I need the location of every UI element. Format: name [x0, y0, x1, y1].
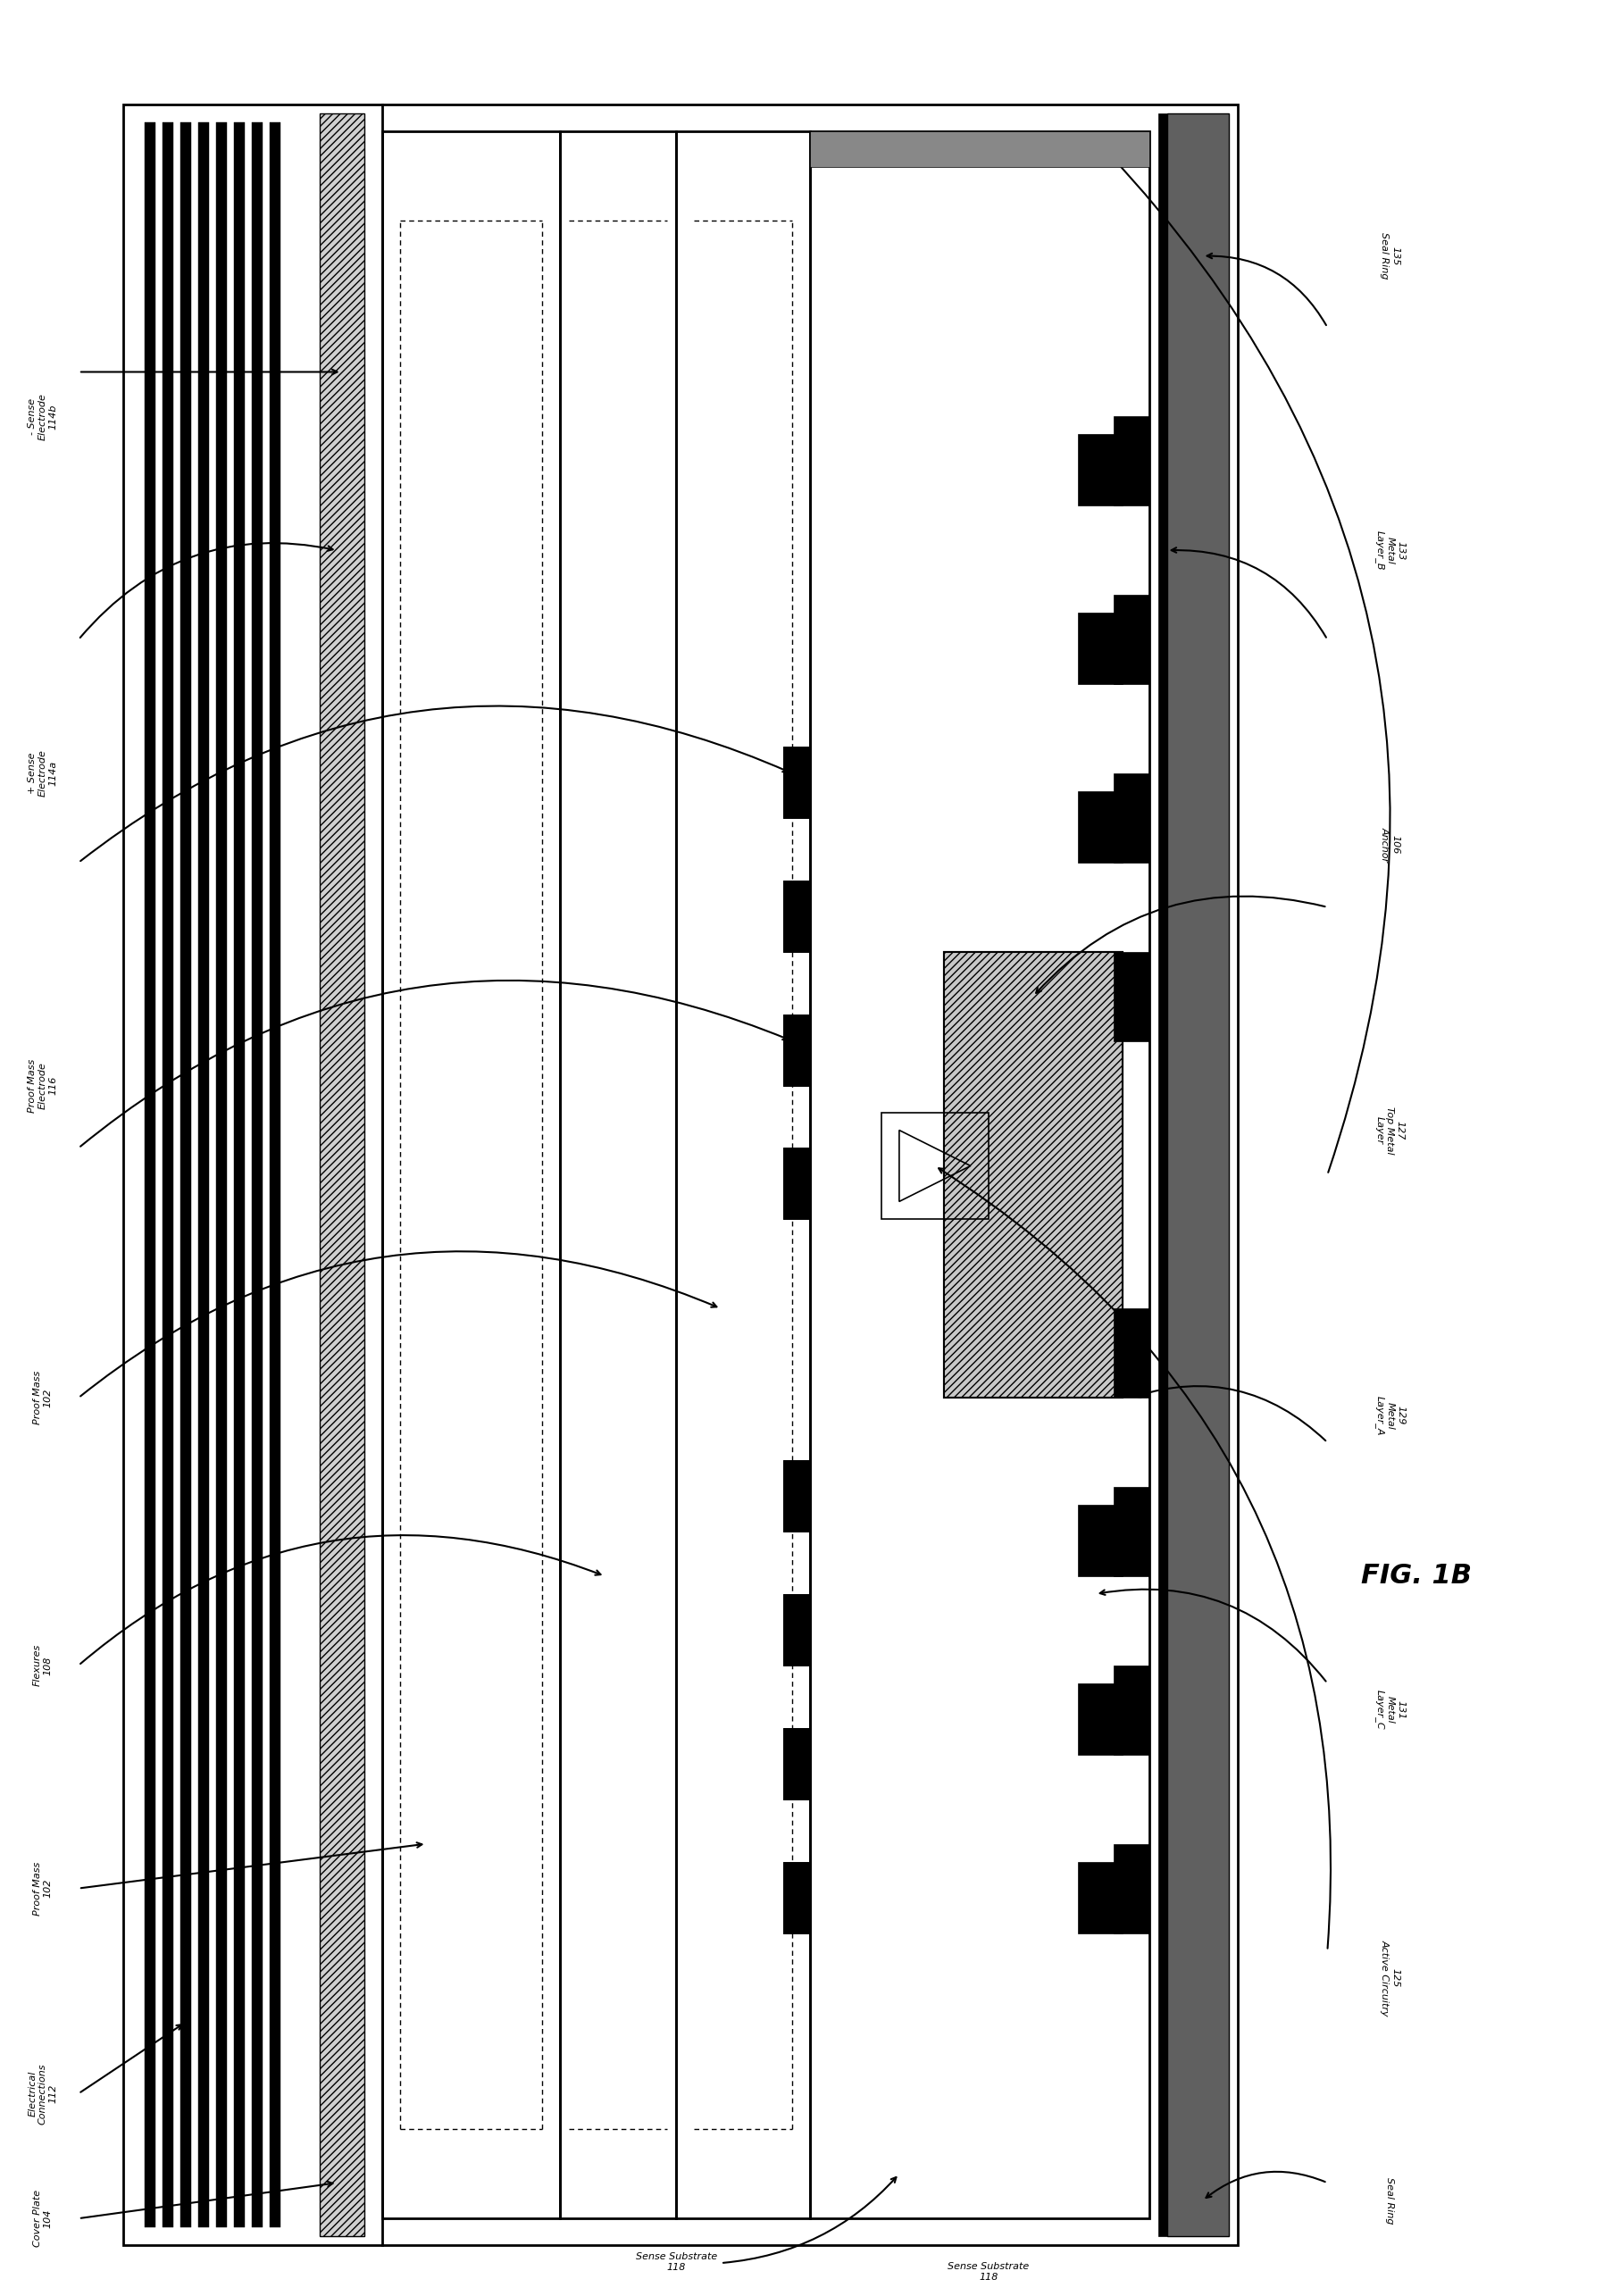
Bar — [782, 1015, 810, 1086]
Bar — [215, 122, 227, 2227]
Bar — [782, 1460, 810, 1531]
Bar — [180, 122, 191, 2227]
Bar — [123, 103, 1238, 2245]
Bar — [1113, 774, 1149, 863]
Bar — [144, 122, 156, 2227]
Bar — [782, 746, 810, 817]
Bar — [782, 1593, 810, 1665]
Bar — [810, 131, 1149, 168]
Bar — [251, 122, 262, 2227]
Bar — [1077, 792, 1123, 863]
Bar — [1113, 595, 1149, 684]
Bar — [782, 1148, 810, 1219]
Bar — [782, 746, 810, 817]
Bar — [782, 1593, 810, 1665]
Text: 106
Anchor: 106 Anchor — [1380, 827, 1400, 863]
Bar — [1113, 1309, 1149, 1398]
Bar — [1113, 416, 1149, 505]
Bar — [782, 1862, 810, 1933]
Bar — [269, 122, 280, 2227]
Bar — [944, 953, 1123, 1398]
Bar — [944, 953, 1123, 1398]
Text: 135
Seal Ring: 135 Seal Ring — [1380, 232, 1400, 280]
Text: + Sense
Electrode
114a: + Sense Electrode 114a — [28, 751, 58, 797]
Text: Proof Mass
102: Proof Mass 102 — [32, 1862, 52, 1915]
Text: 127
Top Metal
Layer: 127 Top Metal Layer — [1375, 1107, 1405, 1155]
Text: Cover Plate
104: Cover Plate 104 — [32, 2190, 52, 2248]
Text: - Sense
Electrode
114b: - Sense Electrode 114b — [28, 393, 58, 441]
Bar — [319, 113, 364, 2236]
Bar — [1077, 613, 1123, 684]
Bar — [1113, 1844, 1149, 1933]
Bar — [1077, 1683, 1123, 1754]
Text: Flexures
108: Flexures 108 — [32, 1644, 52, 1688]
Bar — [810, 131, 1149, 2218]
Bar — [881, 1111, 988, 1219]
Bar — [162, 122, 173, 2227]
Bar — [1166, 113, 1230, 2236]
Bar — [782, 1862, 810, 1933]
Text: Seal Ring: Seal Ring — [1385, 2177, 1395, 2225]
Text: 131
Metal
Layer_C: 131 Metal Layer_C — [1375, 1690, 1405, 1729]
Text: 129
Metal
Layer_A: 129 Metal Layer_A — [1375, 1396, 1405, 1435]
Text: Sense Substrate
118: Sense Substrate 118 — [635, 2252, 718, 2273]
Text: FIG. 1B: FIG. 1B — [1361, 1564, 1473, 1589]
Bar — [561, 131, 676, 2218]
Bar — [233, 122, 245, 2227]
Bar — [782, 1729, 810, 1800]
Text: Sense Substrate
118: Sense Substrate 118 — [948, 2262, 1029, 2282]
Bar — [1077, 1862, 1123, 1933]
Bar — [782, 1460, 810, 1531]
Bar — [382, 131, 561, 2218]
Bar — [1113, 1488, 1149, 1575]
Bar — [782, 1015, 810, 1086]
Text: Proof Mass
102: Proof Mass 102 — [32, 1371, 52, 1426]
Text: 125
Active Circuitry: 125 Active Circuitry — [1380, 1940, 1400, 2016]
Text: Proof Mass
Electrode
116: Proof Mass Electrode 116 — [28, 1058, 58, 1114]
Bar — [1113, 953, 1149, 1040]
Bar — [676, 131, 810, 2218]
Bar — [782, 1729, 810, 1800]
Bar — [782, 879, 810, 953]
Bar — [1113, 1665, 1149, 1754]
Bar — [1077, 1504, 1123, 1575]
Bar — [782, 879, 810, 953]
Bar — [782, 1148, 810, 1219]
Bar — [1158, 113, 1194, 2236]
Text: Electrical
Connections
112: Electrical Connections 112 — [28, 2064, 58, 2124]
Bar — [198, 122, 209, 2227]
Bar — [1077, 434, 1123, 505]
Text: 133
Metal
Layer_B: 133 Metal Layer_B — [1375, 530, 1405, 569]
